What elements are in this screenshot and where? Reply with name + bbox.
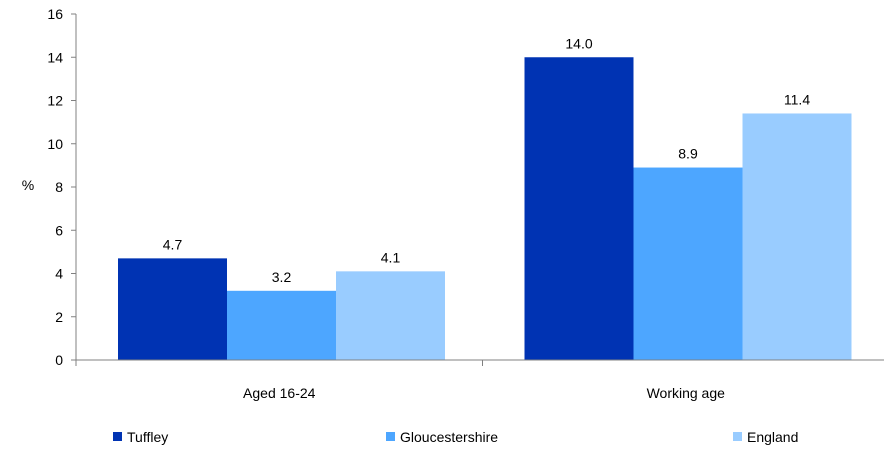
legend-label: Gloucestershire — [400, 429, 498, 445]
data-label: 11.4 — [784, 91, 810, 107]
bar-tuffley-0 — [118, 258, 227, 360]
bar-gloucestershire-0 — [227, 290, 336, 360]
y-tick-label: 16 — [47, 6, 63, 22]
x-category-label: Aged 16-24 — [243, 385, 316, 401]
legend-swatch — [113, 432, 122, 441]
data-label: 8.9 — [678, 146, 698, 162]
bar-england-0 — [336, 271, 445, 360]
y-tick-label: 6 — [55, 222, 63, 238]
legend-label: England — [747, 429, 798, 445]
data-label: 3.2 — [272, 269, 292, 285]
data-label: 4.7 — [163, 236, 183, 252]
legend-swatch — [733, 432, 742, 441]
y-tick-label: 0 — [55, 352, 63, 368]
y-axis-title: % — [22, 177, 34, 193]
y-tick-label: 10 — [47, 136, 63, 152]
legend-label: Tuffley — [127, 429, 168, 445]
data-label: 14.0 — [565, 35, 592, 51]
data-label: 4.1 — [381, 249, 401, 265]
y-tick-label: 12 — [47, 93, 63, 109]
bar-england-1 — [742, 113, 852, 360]
y-tick-label: 4 — [55, 266, 63, 282]
bar-tuffley-1 — [524, 57, 634, 360]
y-tick-label: 8 — [55, 179, 63, 195]
y-tick-label: 2 — [55, 309, 63, 325]
bar-gloucestershire-1 — [633, 167, 743, 360]
x-category-label: Working age — [647, 385, 726, 401]
legend-swatch — [386, 432, 395, 441]
y-tick-label: 14 — [47, 49, 63, 65]
